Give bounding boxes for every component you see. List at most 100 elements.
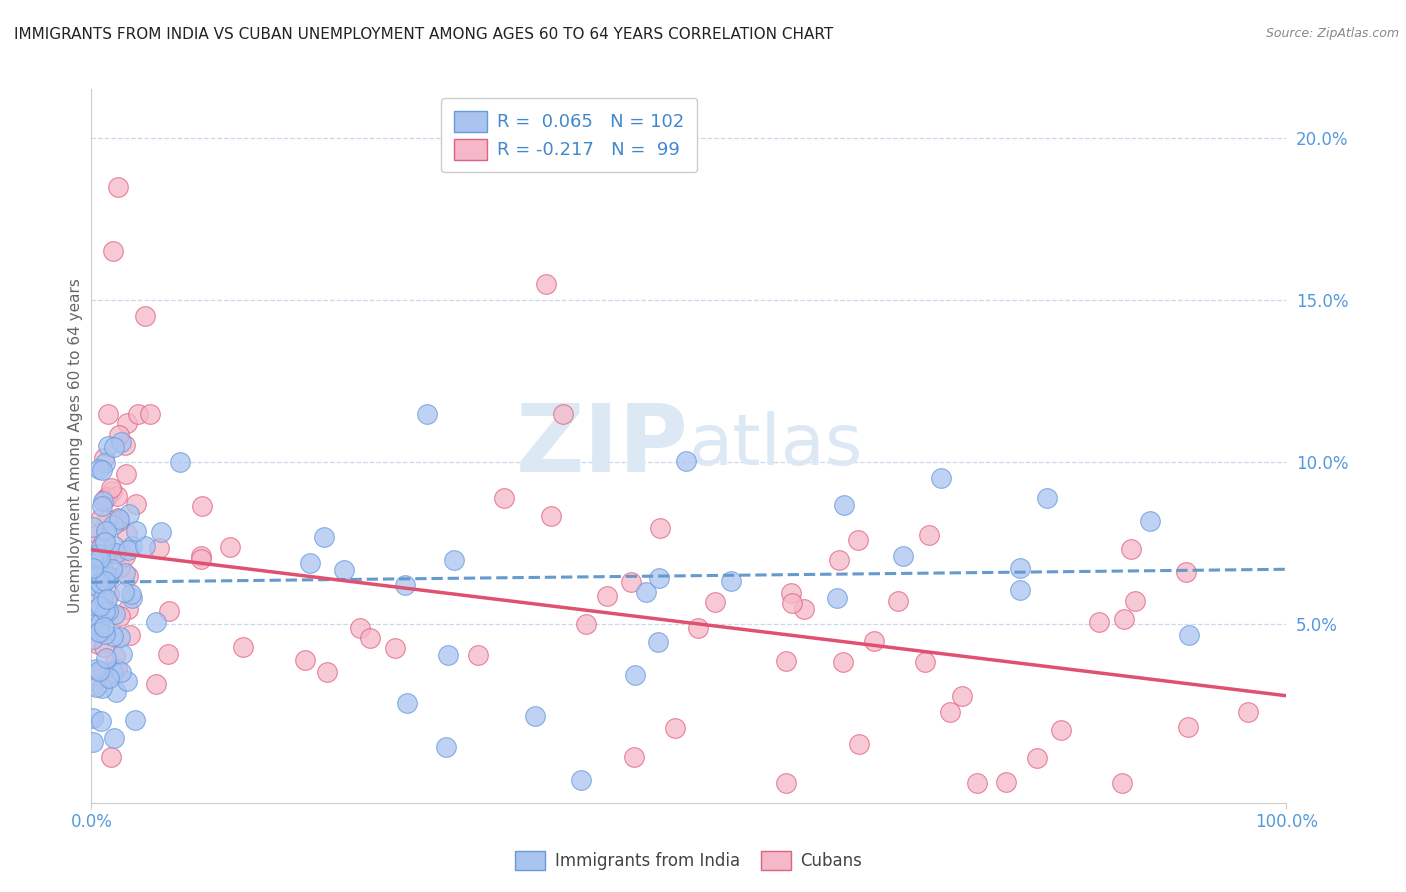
- Point: [848, 737, 870, 751]
- Point: [97, 604, 120, 618]
- Point: [82, 735, 104, 749]
- Point: [232, 640, 254, 654]
- Point: [114, 549, 136, 563]
- Point: [117, 569, 139, 583]
- Point: [1114, 612, 1136, 626]
- Point: [90, 665, 112, 679]
- Point: [315, 665, 337, 680]
- Point: [82, 561, 104, 575]
- Point: [1036, 491, 1059, 505]
- Point: [96, 491, 118, 505]
- Point: [105, 685, 128, 699]
- Point: [110, 647, 132, 661]
- Point: [118, 507, 141, 521]
- Point: [157, 604, 180, 618]
- Point: [97, 671, 120, 685]
- Point: [91, 591, 114, 605]
- Point: [1121, 542, 1143, 557]
- Y-axis label: Unemployment Among Ages 60 to 64 years: Unemployment Among Ages 60 to 64 years: [67, 278, 83, 614]
- Point: [121, 591, 143, 606]
- Text: IMMIGRANTS FROM INDIA VS CUBAN UNEMPLOYMENT AMONG AGES 60 TO 64 YEARS CORRELATIO: IMMIGRANTS FROM INDIA VS CUBAN UNEMPLOYM…: [14, 27, 834, 42]
- Point: [125, 498, 148, 512]
- Point: [148, 541, 170, 555]
- Point: [848, 533, 870, 547]
- Point: [83, 603, 105, 617]
- Point: [191, 499, 214, 513]
- Point: [966, 776, 988, 790]
- Point: [97, 407, 120, 421]
- Point: [1050, 723, 1073, 737]
- Point: [918, 527, 941, 541]
- Point: [314, 530, 336, 544]
- Point: [891, 549, 914, 563]
- Point: [90, 714, 112, 728]
- Point: [82, 711, 104, 725]
- Point: [108, 560, 131, 574]
- Point: [862, 634, 884, 648]
- Point: [90, 540, 112, 554]
- Text: ZIP: ZIP: [516, 400, 689, 492]
- Point: [332, 563, 354, 577]
- Point: [623, 750, 645, 764]
- Point: [650, 521, 672, 535]
- Point: [467, 648, 489, 663]
- Point: [415, 407, 437, 421]
- Point: [384, 641, 406, 656]
- Point: [94, 627, 117, 641]
- Point: [103, 731, 125, 745]
- Point: [825, 591, 848, 605]
- Point: [832, 498, 855, 512]
- Point: [636, 585, 658, 599]
- Point: [115, 526, 138, 541]
- Point: [112, 585, 135, 599]
- Point: [91, 681, 114, 695]
- Point: [150, 525, 173, 540]
- Point: [101, 665, 124, 680]
- Point: [775, 654, 797, 668]
- Point: [929, 471, 952, 485]
- Point: [1010, 560, 1032, 574]
- Point: [121, 539, 143, 553]
- Point: [90, 580, 112, 594]
- Point: [596, 589, 619, 603]
- Point: [190, 549, 212, 564]
- Point: [90, 511, 112, 525]
- Point: [83, 616, 105, 631]
- Point: [534, 277, 557, 291]
- Point: [82, 562, 104, 576]
- Point: [540, 508, 562, 523]
- Point: [134, 540, 156, 554]
- Point: [117, 602, 139, 616]
- Point: [87, 625, 110, 640]
- Point: [145, 615, 167, 629]
- Point: [93, 620, 115, 634]
- Point: [436, 740, 458, 755]
- Point: [82, 632, 104, 646]
- Point: [1178, 628, 1201, 642]
- Point: [91, 574, 114, 588]
- Point: [523, 709, 546, 723]
- Point: [84, 663, 107, 677]
- Point: [97, 439, 120, 453]
- Point: [97, 569, 120, 583]
- Point: [939, 706, 962, 720]
- Point: [82, 520, 104, 534]
- Point: [91, 562, 114, 576]
- Point: [87, 554, 110, 568]
- Point: [832, 655, 855, 669]
- Point: [1237, 705, 1260, 719]
- Point: [114, 438, 136, 452]
- Point: [97, 568, 120, 582]
- Point: [157, 648, 180, 662]
- Point: [94, 524, 117, 538]
- Point: [110, 665, 132, 679]
- Point: [108, 609, 131, 624]
- Point: [94, 492, 117, 507]
- Point: [793, 601, 815, 615]
- Point: [494, 491, 516, 506]
- Point: [108, 514, 131, 528]
- Point: [437, 648, 460, 663]
- Point: [443, 553, 465, 567]
- Point: [1175, 566, 1198, 580]
- Point: [82, 617, 104, 632]
